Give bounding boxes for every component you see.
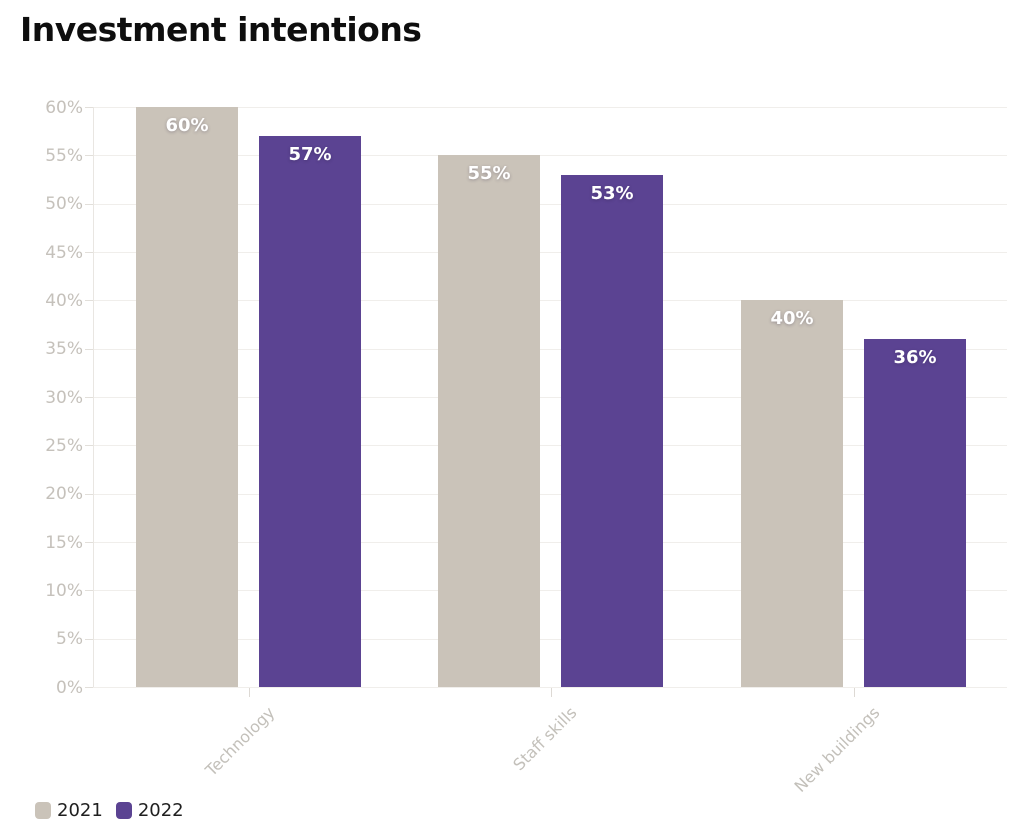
legend: 2021 2022 — [35, 800, 184, 821]
gridline-25 — [93, 445, 1007, 447]
gridline-35 — [93, 348, 1007, 350]
bar-value-label: 53% — [590, 182, 634, 204]
y-tick-55 — [85, 155, 93, 157]
y-axis-label: 10% — [45, 580, 83, 601]
y-axis-label: 40% — [45, 290, 83, 311]
y-axis-label: 5% — [56, 629, 83, 650]
y-tick-5 — [85, 638, 93, 640]
y-tick-40 — [85, 300, 93, 302]
y-axis-label: 50% — [45, 194, 83, 215]
bar-value-label: 60% — [165, 115, 209, 136]
y-tick-35 — [85, 348, 93, 350]
x-axis-label-new-buildings: New buildings — [790, 703, 883, 796]
y-axis-label: 55% — [45, 145, 83, 166]
gridline-20 — [93, 493, 1007, 495]
y-axis-label: 30% — [45, 387, 83, 408]
y-tick-20 — [85, 493, 93, 495]
y-tick-30 — [85, 397, 93, 398]
x-tick-2 — [550, 688, 552, 697]
gridline-30 — [93, 397, 1007, 398]
y-tick-45 — [85, 252, 93, 253]
gridline-60 — [93, 107, 1007, 108]
legend-swatch-icon — [115, 802, 132, 819]
legend-swatch-icon — [35, 802, 51, 819]
y-axis-label: 45% — [45, 242, 83, 263]
gridline-5 — [93, 638, 1007, 640]
bar-2022-new-buildings[interactable]: 36% — [864, 339, 966, 687]
x-tick-3 — [853, 688, 855, 697]
y-tick-50 — [85, 203, 93, 205]
gridline-40 — [93, 300, 1007, 302]
gridline-15 — [93, 542, 1007, 543]
legend-item-2022[interactable]: 2022 — [115, 800, 184, 821]
legend-label: 2022 — [137, 800, 184, 821]
x-tick-1 — [248, 688, 250, 697]
y-tick-15 — [85, 542, 93, 543]
gridline-45 — [93, 252, 1007, 253]
bar-value-label: 57% — [288, 144, 332, 165]
gridline-10 — [93, 590, 1007, 592]
y-axis-label: 20% — [45, 484, 83, 505]
y-axis-label: 60% — [45, 97, 83, 118]
bar-value-label: 36% — [893, 347, 937, 368]
bar-2022-technology[interactable]: 57% — [259, 136, 361, 687]
gridline-0 — [93, 687, 1007, 688]
bar-2021-staff-skills[interactable]: 55% — [438, 155, 540, 687]
y-axis-label: 25% — [45, 435, 83, 456]
y-tick-0 — [85, 687, 93, 688]
gridline-50 — [93, 203, 1007, 205]
y-axis-label: 35% — [45, 339, 83, 360]
bar-2022-staff-skills[interactable]: 53% — [561, 174, 663, 687]
bar-value-label: 40% — [770, 308, 814, 330]
bar-value-label: 55% — [467, 163, 511, 185]
y-tick-60 — [85, 107, 93, 108]
y-axis-label: 15% — [45, 532, 83, 553]
y-tick-10 — [85, 590, 93, 592]
y-axis-line — [93, 107, 94, 687]
x-axis-label-staff-skills: Staff skills — [508, 703, 580, 775]
legend-item-2021[interactable]: 2021 — [35, 800, 103, 821]
legend-label: 2021 — [57, 800, 103, 821]
chart-title: Investment intentions — [20, 10, 422, 49]
y-axis-label: 0% — [56, 677, 83, 698]
y-tick-25 — [85, 445, 93, 447]
bar-2021-technology[interactable]: 60% — [136, 107, 238, 687]
gridline-55 — [93, 155, 1007, 157]
bar-2021-new-buildings[interactable]: 40% — [741, 300, 843, 687]
